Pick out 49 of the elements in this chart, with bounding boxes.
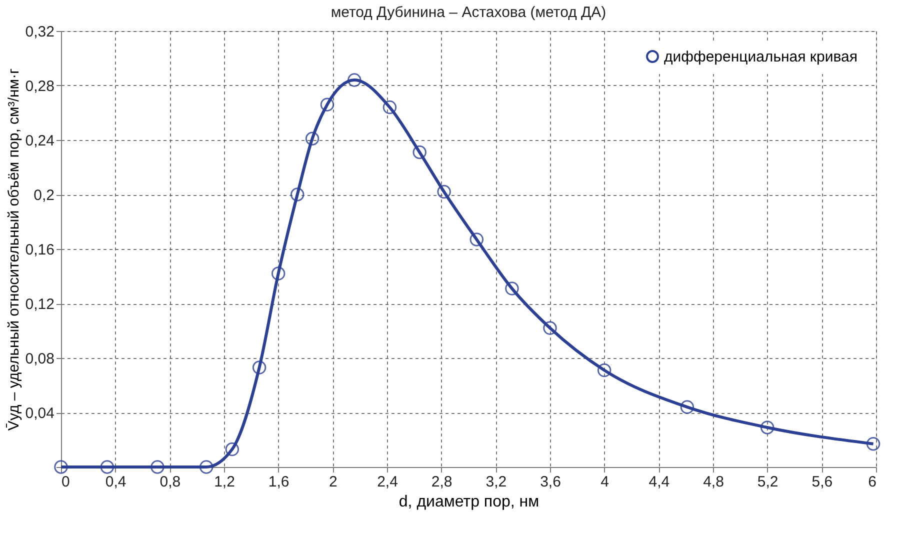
- y-tick-label: 0,28: [25, 78, 54, 95]
- point: [597, 363, 612, 378]
- x-tick-label: 4: [600, 474, 610, 490]
- point: [150, 460, 164, 474]
- point: [760, 420, 774, 434]
- legend-label: дифференциальная кривая: [664, 48, 858, 66]
- point: [437, 184, 451, 199]
- x-tick-label: 2,8: [431, 474, 452, 490]
- point: [290, 188, 304, 202]
- x-tick-label: 5,6: [812, 474, 833, 490]
- chart-title: метод Дубинина – Астахова (метод ДА): [330, 4, 606, 21]
- point: [505, 282, 519, 296]
- point: [348, 73, 362, 87]
- point: [252, 360, 266, 374]
- x-tick-label: 0,4: [105, 474, 126, 490]
- point: [470, 232, 484, 246]
- y-tick-label: 0,04: [25, 405, 54, 422]
- point: [382, 100, 397, 114]
- y-axis-title: V̄уд – удельный относительный объём пор, см³/нм·г: [5, 68, 22, 431]
- x-tick-label: 4,4: [648, 474, 670, 490]
- x-tick-label: 3,2: [486, 474, 507, 490]
- point: [320, 98, 334, 112]
- x-tick-label: 3,6: [540, 474, 561, 490]
- x-tick-label: 6: [868, 474, 876, 490]
- y-tick-label: 0,32: [25, 24, 54, 40]
- point: [680, 400, 694, 414]
- point: [225, 442, 240, 456]
- point: [866, 436, 880, 451]
- point: [100, 460, 114, 474]
- point: [412, 145, 426, 160]
- y-tick-label: 0,12: [25, 296, 54, 313]
- x-tick-label: 4,8: [703, 474, 724, 490]
- y-tick-label: 0,24: [25, 132, 54, 150]
- y-tick-label: 0,08: [25, 350, 54, 368]
- x-tick-label: 0: [62, 474, 70, 490]
- x-tick-label: 2: [328, 474, 338, 490]
- x-tick-label: 2,4: [377, 474, 398, 490]
- point: [305, 132, 320, 146]
- x-axis-title: d, диаметр пор, нм: [398, 494, 540, 510]
- x-tick-label: 1,2: [214, 474, 235, 490]
- x-tick-label: 5,2: [757, 474, 778, 490]
- point: [199, 460, 214, 474]
- point: [271, 266, 286, 280]
- y-tick-label: 0,2: [34, 187, 54, 204]
- y-tick-label: 0,16: [25, 242, 54, 258]
- x-tick-label: 0,8: [160, 474, 181, 490]
- point: [54, 460, 68, 474]
- x-tick-label: 1,6: [268, 474, 290, 490]
- point: [543, 321, 557, 335]
